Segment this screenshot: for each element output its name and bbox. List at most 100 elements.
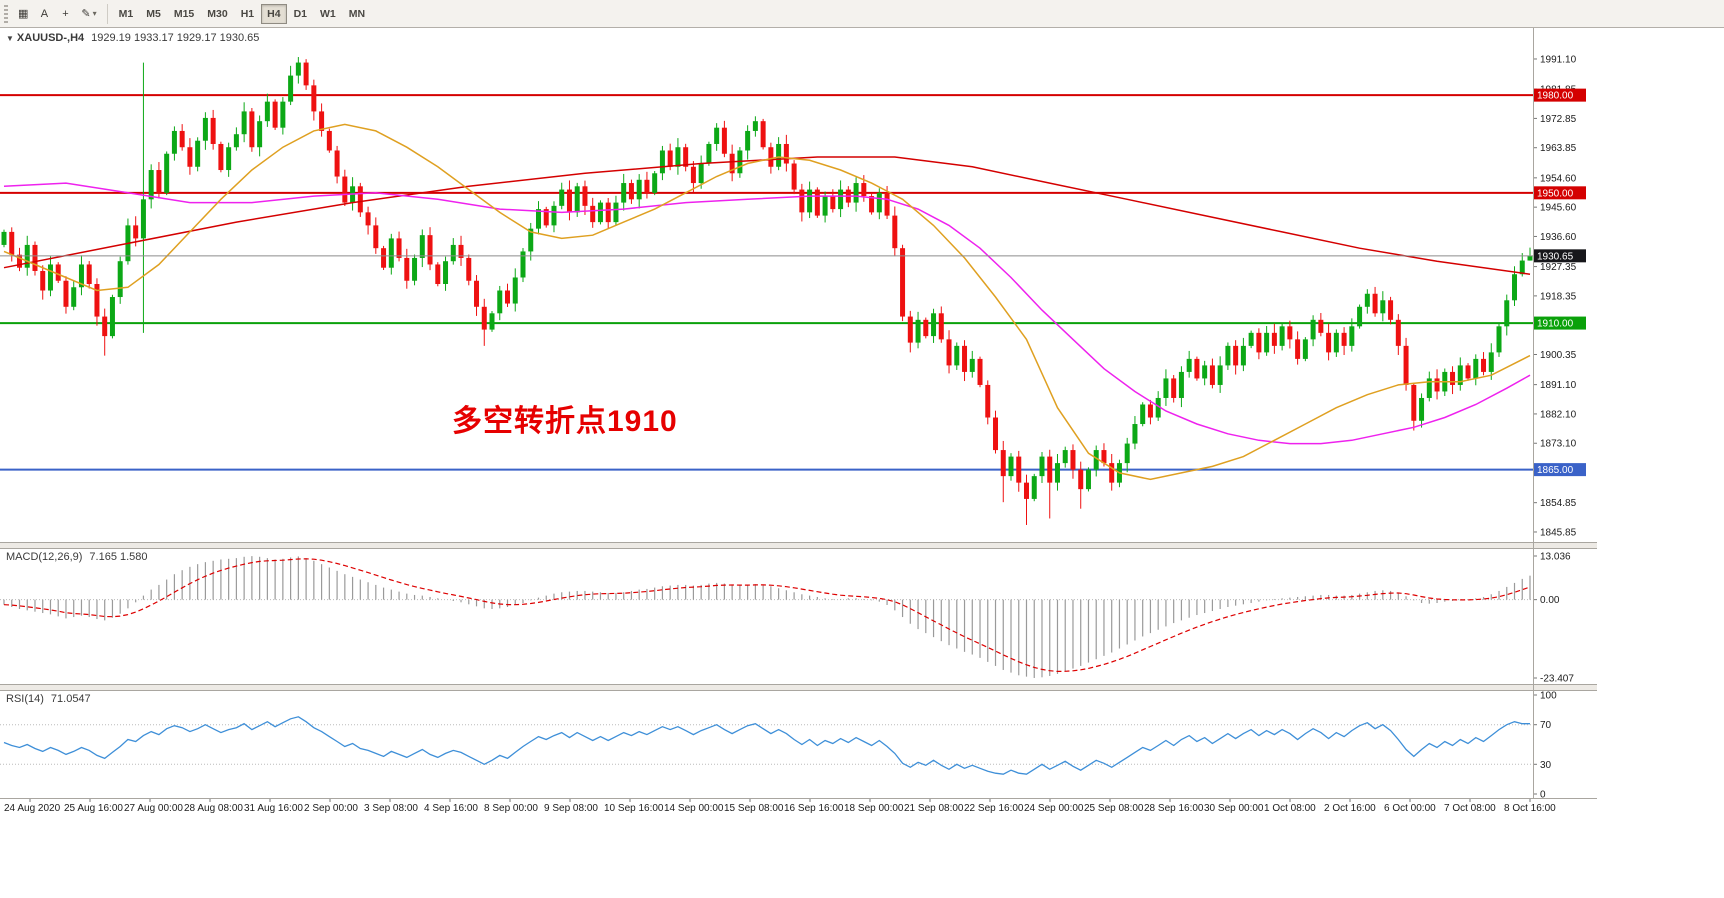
symbol-caret-icon[interactable]: ▼ [6,34,14,43]
candle-body [1194,358,1200,379]
time-axis-label[interactable]: 4 Sep 16:00 [424,803,478,814]
candle-body [140,199,146,239]
time-axis-label[interactable]: 3 Sep 08:00 [364,803,418,814]
crosshair-tool-icon[interactable]: + [55,4,75,24]
time-axis-label[interactable]: 9 Sep 08:00 [544,803,598,814]
time-axis-label[interactable]: 25 Sep 08:00 [1084,803,1144,814]
candle-body [1287,326,1293,340]
candle-body [1008,456,1014,477]
price-tag [1534,88,1586,102]
timeframe-d1-button[interactable]: D1 [288,4,313,24]
candle-body [853,183,859,203]
rsi-scale-label: 0 [1540,790,1546,801]
candle-body [458,244,464,258]
time-axis-label[interactable]: 21 Sep 08:00 [904,803,964,814]
time-axis-label[interactable]: 28 Sep 16:00 [1144,803,1204,814]
time-axis-label[interactable]: 31 Aug 16:00 [244,803,303,814]
draw-tools-icon[interactable]: ✎ ▾ [76,4,101,24]
toolbar-grip[interactable] [4,4,8,23]
time-axis-label[interactable]: 6 Oct 00:00 [1384,803,1436,814]
chart-title: ▼ XAUUSD-,H4 1929.19 1933.17 1929.17 1930.… [6,32,259,44]
candle-body [993,417,999,451]
timeframe-mn-button[interactable]: MN [343,4,371,24]
time-axis-label[interactable]: 18 Sep 00:00 [844,803,904,814]
timeframe-m5-button[interactable]: M5 [140,4,167,24]
candle-body [1248,332,1254,346]
candle-body [1279,326,1285,346]
macd-scale-label: 0.00 [1540,595,1560,606]
candle-body [1496,326,1502,353]
time-axis-label[interactable]: 16 Sep 16:00 [784,803,844,814]
time-axis-label[interactable]: 7 Oct 08:00 [1444,803,1496,814]
candle-body [1403,345,1409,385]
candle-body [388,238,394,268]
candle-body [1380,300,1386,314]
candle-body [1062,450,1068,464]
time-axis-label[interactable]: 1 Oct 08:00 [1264,803,1316,814]
candle-body [1070,450,1076,470]
timeframe-group: M1 M5 M15 M30 H1 H4 D1 W1 MN [113,3,371,24]
timeframe-w1-button[interactable]: W1 [314,4,342,24]
price-tick-label: 1845.85 [1540,527,1577,538]
time-axis-label[interactable]: 14 Sep 00:00 [664,803,724,814]
price-axis-border[interactable] [1533,28,1534,798]
price-tag-label: 1930.65 [1537,251,1574,262]
time-axis-label[interactable]: 8 Oct 16:00 [1504,803,1556,814]
candle-body [9,231,15,255]
candle-body [698,163,704,184]
candle-body [357,186,363,213]
candle-body [1217,365,1223,385]
candle-body [264,101,270,122]
timeframe-m30-button[interactable]: M30 [201,4,233,24]
rsi-scale-label: 100 [1540,691,1557,702]
candle-body [931,313,937,337]
ma-fast-orange [3,123,1531,481]
timeframe-m1-button[interactable]: M1 [113,4,140,24]
candle-body [1132,424,1138,444]
candle-body [226,147,232,171]
candle-body [474,280,480,307]
time-axis-label[interactable]: 22 Sep 16:00 [964,803,1024,814]
candle-body [1178,371,1184,398]
candle-body [1078,469,1084,490]
time-axis-label[interactable]: 15 Sep 08:00 [724,803,784,814]
time-axis-label[interactable]: 2 Oct 16:00 [1324,803,1376,814]
timeframe-m15-button[interactable]: M15 [168,4,200,24]
candle-body [830,196,836,210]
candle-body [1357,306,1363,327]
candle-body [404,257,410,281]
candle-body [326,130,332,151]
candle-body [1302,339,1308,359]
time-axis-label[interactable]: 24 Sep 00:00 [1024,803,1084,814]
time-axis-label[interactable]: 27 Aug 00:00 [124,803,183,814]
time-axis-label[interactable]: 24 Aug 2020 [4,803,61,814]
chart-grid-icon[interactable]: ▦ [13,4,33,24]
candle-body [946,339,952,366]
candle-body [1341,332,1347,346]
toolbar-separator [106,3,108,24]
candle-body [187,147,193,167]
candle-body [1349,326,1355,346]
timeframe-h4-button[interactable]: H4 [261,3,287,24]
candle-body [1147,404,1153,418]
time-axis-label[interactable]: 30 Sep 00:00 [1204,803,1264,814]
pane-splitter-rsi[interactable] [0,684,1597,691]
candle-body [1031,476,1037,499]
cursor-tool-icon[interactable]: A [34,4,54,24]
candle-body [280,101,286,128]
pane-splitter-macd[interactable] [0,542,1597,549]
chart-canvas[interactable]: 1991.101981.851972.851963.851954.601945.… [0,0,1597,898]
candle-body [675,147,681,167]
rsi-line [3,716,1530,775]
price-tag-label: 1980.00 [1537,91,1574,102]
candle-body [133,225,139,239]
candle-body [342,176,348,203]
time-axis-label[interactable]: 28 Aug 08:00 [184,803,243,814]
time-axis-label[interactable]: 2 Sep 00:00 [304,803,358,814]
candle-body [148,170,154,200]
time-axis-label[interactable]: 25 Aug 16:00 [64,803,123,814]
time-axis-label[interactable]: 8 Sep 00:00 [484,803,538,814]
candle-body [1209,365,1215,385]
time-axis-label[interactable]: 10 Sep 16:00 [604,803,664,814]
timeframe-h1-button[interactable]: H1 [235,4,260,24]
